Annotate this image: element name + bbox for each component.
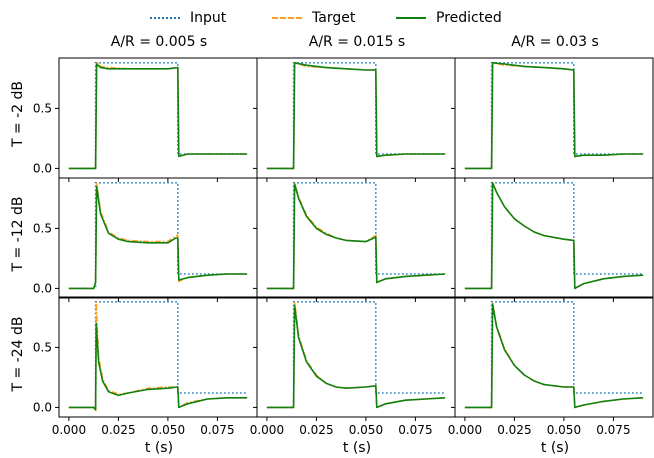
legend-label-target: Target bbox=[312, 10, 355, 26]
panel-frame-r1c3 bbox=[455, 58, 653, 178]
series-predicted-r1c1 bbox=[69, 64, 247, 168]
legend-label-input: Input bbox=[190, 10, 226, 26]
column-title-3: A/R = 0.03 s bbox=[455, 34, 654, 50]
x-tick-label-r3c2-0: 0.000 bbox=[250, 423, 284, 437]
y-tick-label-r3c1-0: 0.0 bbox=[33, 400, 52, 414]
x-axis-label-3: t (s) bbox=[505, 440, 605, 456]
panel-frame-r2c2 bbox=[257, 178, 455, 298]
series-predicted-r2c2 bbox=[267, 184, 445, 288]
x-tick-label-r3c3-0: 0.000 bbox=[448, 423, 482, 437]
panel-frame-r3c1 bbox=[59, 297, 257, 417]
x-tick-label-r3c1-3: 0.075 bbox=[200, 423, 234, 437]
row-label-1: T = -2 dB bbox=[10, 54, 26, 174]
column-title-2: A/R = 0.015 s bbox=[257, 34, 457, 50]
x-axis-label-1: t (s) bbox=[109, 440, 209, 456]
legend-label-predicted: Predicted bbox=[436, 10, 502, 26]
x-axis-label-2: t (s) bbox=[307, 440, 407, 456]
x-tick-label-r3c2-3: 0.075 bbox=[398, 423, 432, 437]
legend-item-predicted: Predicted bbox=[396, 6, 502, 30]
column-title-1: A/R = 0.005 s bbox=[59, 34, 259, 50]
y-tick-label-r1c1-0: 0.0 bbox=[33, 161, 52, 175]
panel-frame-r2c1 bbox=[59, 178, 257, 298]
legend-item-input: Input bbox=[150, 6, 226, 30]
legend-swatch-input bbox=[150, 17, 180, 19]
x-tick-label-r3c1-2: 0.050 bbox=[151, 423, 185, 437]
x-tick-label-r3c3-3: 0.075 bbox=[596, 423, 630, 437]
panel-frame-r1c2 bbox=[257, 58, 455, 178]
y-tick-label-r3c1-1: 0.5 bbox=[33, 340, 52, 354]
legend-swatch-target bbox=[272, 17, 302, 19]
panel-frame-r1c1 bbox=[59, 58, 257, 178]
row-label-3: T = -24 dB bbox=[10, 294, 26, 414]
x-tick-label-r3c1-0: 0.000 bbox=[52, 423, 86, 437]
series-predicted-r3c3 bbox=[465, 304, 643, 407]
legend-item-target: Target bbox=[272, 6, 355, 30]
x-tick-label-r3c3-1: 0.025 bbox=[497, 423, 531, 437]
y-tick-label-r2c1-1: 0.5 bbox=[33, 221, 52, 235]
legend: Input Target Predicted bbox=[150, 6, 530, 30]
y-tick-label-r2c1-0: 0.0 bbox=[33, 281, 52, 295]
row-label-2: T = -12 dB bbox=[10, 174, 26, 294]
x-tick-label-r3c3-2: 0.050 bbox=[547, 423, 581, 437]
series-predicted-r3c1 bbox=[69, 323, 247, 409]
x-tick-label-r3c2-2: 0.050 bbox=[349, 423, 383, 437]
x-tick-label-r3c1-1: 0.025 bbox=[101, 423, 135, 437]
x-tick-label-r3c2-1: 0.025 bbox=[299, 423, 333, 437]
legend-swatch-predicted bbox=[396, 17, 426, 19]
y-tick-label-r1c1-1: 0.5 bbox=[33, 101, 52, 115]
